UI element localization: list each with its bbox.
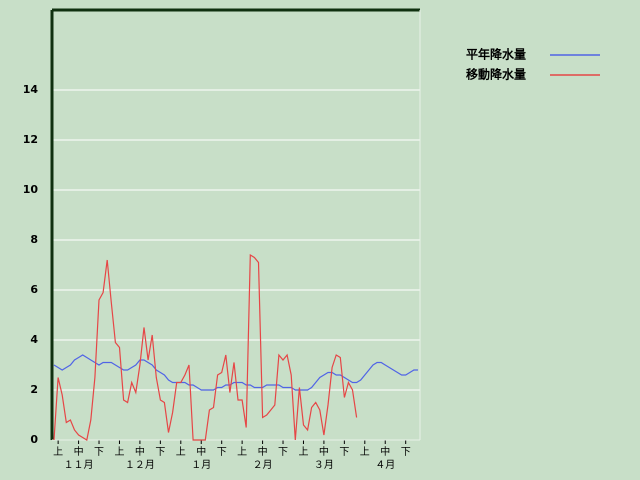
y-tick-label: 0 xyxy=(30,433,38,446)
x-tick-label: 中 xyxy=(196,445,206,458)
legend-label: 平年降水量 xyxy=(466,47,526,62)
x-tick-label: 上 xyxy=(53,446,63,458)
month-label: ３月 xyxy=(314,459,334,471)
x-tick-label: 中 xyxy=(380,445,390,458)
month-label: ２月 xyxy=(253,459,273,471)
y-tick-label: 12 xyxy=(23,133,38,146)
y-tick-label: 14 xyxy=(23,83,39,96)
y-tick-label: 2 xyxy=(30,383,38,396)
y-tick-label: 10 xyxy=(23,183,39,196)
month-label: １月 xyxy=(191,459,211,471)
series-line xyxy=(53,253,358,441)
x-tick-label: 下 xyxy=(217,447,227,458)
x-tick-label: 中 xyxy=(74,445,84,458)
x-tick-label: 下 xyxy=(278,447,288,458)
x-tick-label: 上 xyxy=(237,446,247,458)
x-tick-label: 上 xyxy=(114,446,124,458)
y-tick-label: 4 xyxy=(30,333,38,346)
y-tick-label: 8 xyxy=(30,233,38,246)
x-tick-label: 中 xyxy=(319,445,329,458)
x-tick-label: 上 xyxy=(176,446,186,458)
x-tick-label: 下 xyxy=(401,447,411,458)
month-label: ４月 xyxy=(375,459,395,471)
month-label: １２月 xyxy=(125,459,155,471)
x-tick-label: 上 xyxy=(360,446,370,458)
x-tick-label: 下 xyxy=(339,447,349,458)
legend-label: 移動降水量 xyxy=(466,67,526,82)
month-label: １１月 xyxy=(64,459,94,471)
y-tick-label: 6 xyxy=(30,283,38,296)
x-tick-label: 下 xyxy=(155,447,165,458)
x-tick-label: 中 xyxy=(135,445,145,458)
x-tick-label: 上 xyxy=(298,446,308,458)
x-tick-label: 下 xyxy=(94,447,104,458)
x-tick-label: 中 xyxy=(258,445,268,458)
